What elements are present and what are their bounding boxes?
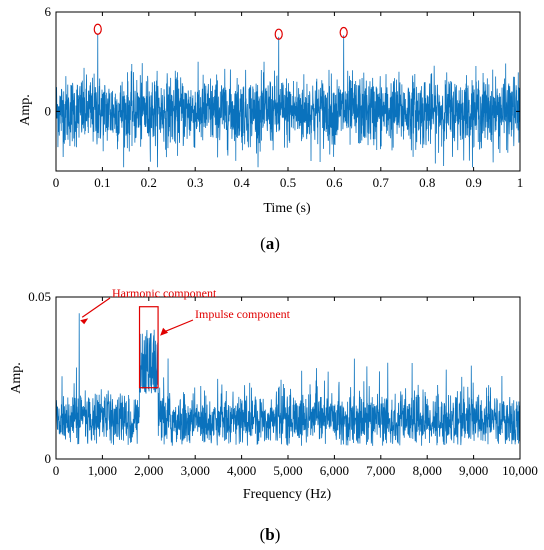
panel-b-plot-area bbox=[55, 296, 521, 460]
panel-b-y-ticks: 00.05 bbox=[28, 289, 520, 466]
signal-line bbox=[55, 313, 521, 446]
x-tick-label: 0 bbox=[53, 463, 60, 478]
x-tick-label: 0.2 bbox=[141, 175, 157, 190]
x-tick-label: 0 bbox=[53, 175, 60, 190]
impulse-highlight-box bbox=[138, 306, 159, 389]
panel-b-label: (b) bbox=[260, 525, 281, 544]
x-tick-label: 1 bbox=[517, 175, 524, 190]
panel-b-y-axis-label: Amp. bbox=[9, 362, 24, 394]
x-tick-label: 5,000 bbox=[273, 463, 302, 478]
peak-marker bbox=[274, 28, 283, 40]
x-tick-label: 6,000 bbox=[320, 463, 349, 478]
y-tick-label: 0.05 bbox=[28, 289, 51, 304]
x-tick-label: 3,000 bbox=[181, 463, 210, 478]
impulse-arrowhead bbox=[160, 327, 169, 336]
panel-a-plot-area bbox=[55, 11, 521, 172]
panel-a-x-ticks: 0 0.1 0.2 0.3 0.4 0.5 0.6 0.7 0.8 0.9 1 bbox=[53, 12, 524, 190]
x-tick-label: 0.3 bbox=[187, 175, 203, 190]
x-tick-label: 1,000 bbox=[88, 463, 117, 478]
panel-b-annotations: Harmonic component Impulse component bbox=[80, 286, 291, 389]
x-tick-label: 8,000 bbox=[413, 463, 442, 478]
x-tick-label: 0.8 bbox=[419, 175, 435, 190]
x-tick-label: 0.6 bbox=[326, 175, 343, 190]
panel-a: 0 0.1 0.2 0.3 0.4 0.5 0.6 0.7 0.8 0.9 1 06 Time (s… bbox=[18, 4, 523, 253]
x-tick-label: 2,000 bbox=[134, 463, 163, 478]
signal-line bbox=[55, 33, 521, 168]
panel-b: 0 1,000 2,000 3,000 4,000 5,000 6,000 7,000 8,00… bbox=[9, 286, 538, 544]
x-tick-label: 7,000 bbox=[366, 463, 395, 478]
impulse-annotation-label: Impulse component bbox=[195, 307, 291, 321]
panel-a-y-axis-label: Amp. bbox=[18, 94, 33, 126]
y-tick-label: 6 bbox=[45, 4, 52, 19]
x-tick-label: 0.9 bbox=[465, 175, 481, 190]
impulse-arrow bbox=[161, 319, 194, 334]
x-tick-label: 4,000 bbox=[227, 463, 256, 478]
x-tick-label: 0.1 bbox=[94, 175, 110, 190]
panel-a-label: (a) bbox=[260, 234, 280, 253]
harmonic-arrowhead bbox=[80, 318, 89, 325]
panel-b-x-ticks: 0 1,000 2,000 3,000 4,000 5,000 6,000 7,000 8,00… bbox=[53, 297, 538, 478]
x-tick-label: 0.7 bbox=[373, 175, 390, 190]
panel-a-x-axis-label: Time (s) bbox=[263, 201, 311, 216]
x-tick-label: 9,000 bbox=[459, 463, 488, 478]
peak-marker bbox=[93, 23, 102, 35]
y-tick-label: 0 bbox=[45, 103, 52, 118]
panel-b-x-axis-label: Frequency (Hz) bbox=[243, 487, 332, 502]
harmonic-annotation-label: Harmonic component bbox=[112, 286, 217, 300]
x-tick-label: 0.5 bbox=[280, 175, 296, 190]
x-tick-label: 0.4 bbox=[233, 175, 250, 190]
panel-a-y-ticks: 06 bbox=[45, 4, 520, 118]
y-tick-label: 0 bbox=[45, 451, 52, 466]
peak-marker bbox=[339, 26, 348, 39]
x-tick-label: 10,000 bbox=[502, 463, 538, 478]
harmonic-arrow bbox=[81, 297, 111, 318]
